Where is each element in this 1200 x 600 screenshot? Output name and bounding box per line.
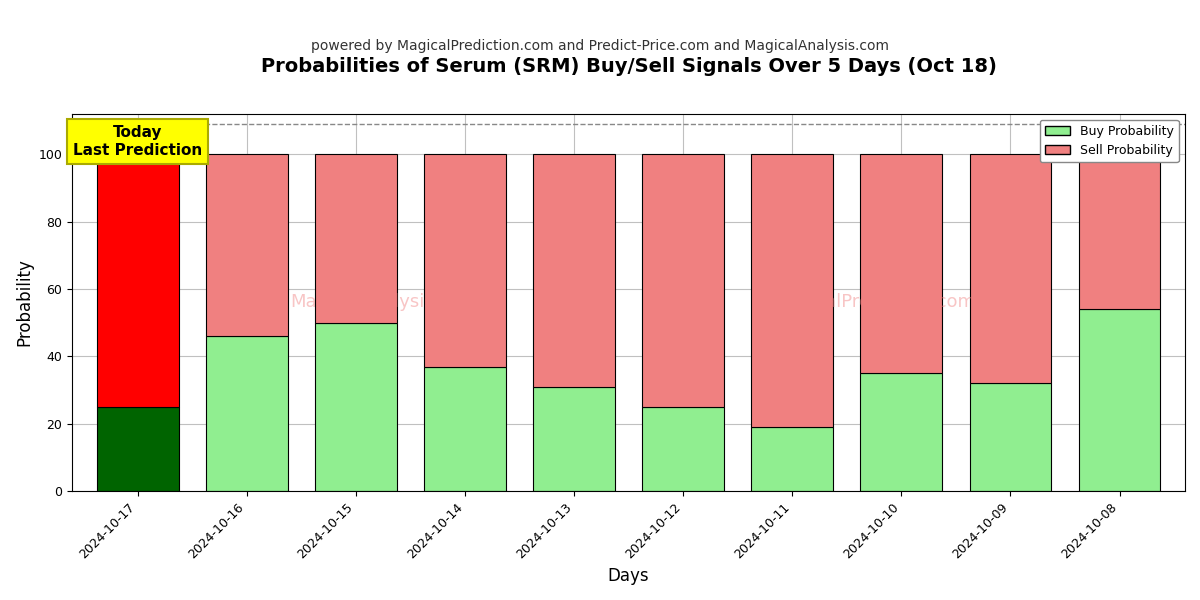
Bar [314,154,397,323]
Bar [97,407,179,491]
Text: MagicalAnalysis.com: MagicalAnalysis.com [290,293,478,311]
Bar [642,154,724,407]
Bar [751,154,833,427]
X-axis label: Days: Days [607,567,649,585]
Bar [751,427,833,491]
Y-axis label: Probability: Probability [16,259,34,346]
Bar [314,323,397,491]
Bar [424,154,506,367]
Text: MagicalPrediction.com: MagicalPrediction.com [772,293,974,311]
Bar [533,387,614,491]
Bar [970,383,1051,491]
Text: powered by MagicalPrediction.com and Predict-Price.com and MagicalAnalysis.com: powered by MagicalPrediction.com and Pre… [311,39,889,53]
Title: Probabilities of Serum (SRM) Buy/Sell Signals Over 5 Days (Oct 18): Probabilities of Serum (SRM) Buy/Sell Si… [260,57,996,76]
Bar [424,367,506,491]
Bar [1079,309,1160,491]
Text: Today
Last Prediction: Today Last Prediction [73,125,203,158]
Bar [860,154,942,373]
Legend: Buy Probability, Sell Probability: Buy Probability, Sell Probability [1040,120,1178,162]
Bar [1079,154,1160,309]
Bar [97,154,179,407]
Bar [206,336,288,491]
Bar [860,373,942,491]
Bar [970,154,1051,383]
Bar [206,154,288,336]
Bar [533,154,614,387]
Bar [642,407,724,491]
